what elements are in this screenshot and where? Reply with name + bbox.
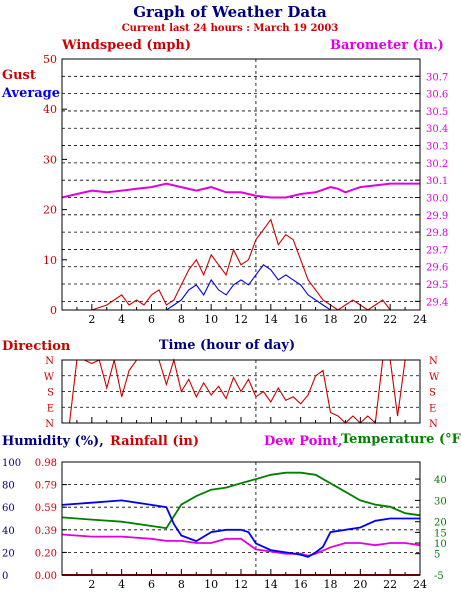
- humidity-frame: [61, 461, 421, 576]
- barometer-ytick-label: 30.3: [426, 142, 448, 153]
- humidity-ytick-label: 60: [2, 503, 15, 514]
- humidity-xtick-label: 6: [148, 578, 155, 591]
- humidity-xtick-label: 2: [88, 578, 95, 591]
- humidity-xtick-label: 12: [234, 578, 248, 591]
- humidity-axis-title: Humidity (%),: [2, 434, 104, 449]
- humidity-xtick-label: 4: [118, 578, 125, 591]
- direction-ytick-left: S: [47, 388, 54, 399]
- average-series: [62, 264, 420, 311]
- humidity-series: [61, 499, 420, 558]
- rainfall-ytick-label: 0.59: [35, 503, 57, 514]
- windspeed-ytick-label: 0: [50, 304, 57, 317]
- humidity-xtick-label: 18: [324, 578, 338, 591]
- wind-frame: [61, 58, 421, 311]
- windspeed-axis-title: Windspeed (mph): [61, 38, 191, 53]
- wind-xtick-label: 8: [178, 313, 185, 326]
- chart-subtitle: Current last 24 hours : March 19 2003: [122, 23, 339, 34]
- wind-xtick-label: 6: [148, 313, 155, 326]
- direction-ytick-right: E: [429, 403, 436, 414]
- barometer-ytick-label: 30.5: [426, 107, 448, 118]
- barometer-ytick-label: 29.5: [426, 280, 448, 291]
- temperature-axis-title: Temperature (°F): [341, 432, 461, 447]
- barometer-ytick-label: 29.4: [426, 297, 448, 308]
- direction-title: Direction: [2, 339, 71, 354]
- humidity-xtick-label: 8: [178, 578, 185, 591]
- temperature-ytick-label: 15: [434, 528, 447, 539]
- barometer-ytick-label: 30.6: [426, 90, 448, 101]
- temperature-ytick-label: -5: [434, 571, 444, 582]
- barometer-axis-title: Barometer (in.): [330, 38, 444, 53]
- barometer-ytick-label: 29.7: [426, 245, 448, 256]
- wind-xtick-label: 20: [353, 313, 367, 326]
- wind-xtick-label: 24: [413, 313, 427, 326]
- dewpoint-series: [61, 533, 421, 557]
- humidity-xtick-label: 20: [353, 578, 367, 591]
- humidity-ytick-label: 80: [2, 481, 15, 492]
- direction-ytick-left: N: [45, 356, 54, 367]
- humidity-xtick-label: 10: [204, 578, 218, 591]
- chart-title: Graph of Weather Data: [133, 3, 327, 21]
- direction-ytick-right: N: [429, 419, 438, 430]
- direction-ytick-left: E: [47, 403, 54, 414]
- barometer-ytick-label: 30.0: [426, 193, 448, 204]
- time-axis-label: Time (hour of day): [159, 338, 295, 353]
- humidity-ytick-label: 100: [2, 458, 21, 469]
- temperature-ytick-label: 40: [434, 475, 447, 486]
- barometer-ytick-label: 30.2: [426, 159, 448, 170]
- temperature-series: [61, 471, 421, 530]
- wind-xtick-label: 10: [204, 313, 218, 326]
- rainfall-axis-title: Rainfall (in): [110, 434, 199, 449]
- barometer-ytick-label: 29.9: [426, 211, 448, 222]
- direction-series: [62, 357, 420, 425]
- temperature-ytick-label: 5: [434, 550, 440, 561]
- direction-ytick-right: S: [429, 388, 436, 399]
- average-legend-label: Average: [1, 86, 60, 101]
- barometer-series: [61, 182, 420, 199]
- humidity-xtick-label: 14: [264, 578, 278, 591]
- humidity-ytick-label: 40: [2, 526, 15, 537]
- wind-xtick-label: 16: [294, 313, 308, 326]
- windspeed-ytick-label: 10: [43, 254, 57, 267]
- rainfall-ytick-label: 0.98: [35, 458, 57, 469]
- direction-ytick-right: N: [429, 356, 438, 367]
- direction-ytick-left: W: [44, 372, 55, 383]
- wind-xtick-label: 18: [324, 313, 338, 326]
- direction-ytick-left: N: [45, 419, 54, 430]
- humidity-ytick-label: 0: [2, 571, 8, 582]
- rainfall-ytick-label: 0.79: [35, 481, 57, 492]
- wind-xtick-label: 14: [264, 313, 278, 326]
- humidity-xtick-label: 24: [413, 578, 427, 591]
- wind-xtick-label: 22: [383, 313, 397, 326]
- temperature-ytick-label: 30: [434, 496, 447, 507]
- direction-ytick-right: W: [429, 372, 440, 383]
- wind-xtick-label: 4: [118, 313, 125, 326]
- windspeed-ytick-label: 40: [43, 103, 57, 116]
- temperature-ytick-label: 10: [434, 539, 447, 550]
- rainfall-ytick-label: 0.39: [35, 526, 57, 537]
- wind-xtick-label: 12: [234, 313, 248, 326]
- rainfall-ytick-label: 0.20: [35, 548, 57, 559]
- rainfall-ytick-label: 0.00: [35, 571, 57, 582]
- windspeed-ytick-label: 30: [43, 153, 57, 166]
- wind-xtick-label: 2: [88, 313, 95, 326]
- gust-series: [62, 218, 420, 311]
- barometer-ytick-label: 30.7: [426, 72, 448, 83]
- gust-legend-label: Gust: [2, 68, 36, 83]
- windspeed-ytick-label: 20: [43, 204, 57, 217]
- barometer-ytick-label: 29.8: [426, 228, 448, 239]
- humidity-xtick-label: 16: [294, 578, 308, 591]
- windspeed-ytick-label: 50: [43, 53, 57, 66]
- barometer-ytick-label: 30.1: [426, 176, 448, 187]
- barometer-ytick-label: 30.4: [426, 124, 448, 135]
- temperature-ytick-label: 20: [434, 518, 447, 529]
- barometer-ytick-label: 29.6: [426, 263, 448, 274]
- humidity-ytick-label: 20: [2, 548, 15, 559]
- humidity-xtick-label: 22: [383, 578, 397, 591]
- dewpoint-axis-title: Dew Point,: [264, 434, 342, 449]
